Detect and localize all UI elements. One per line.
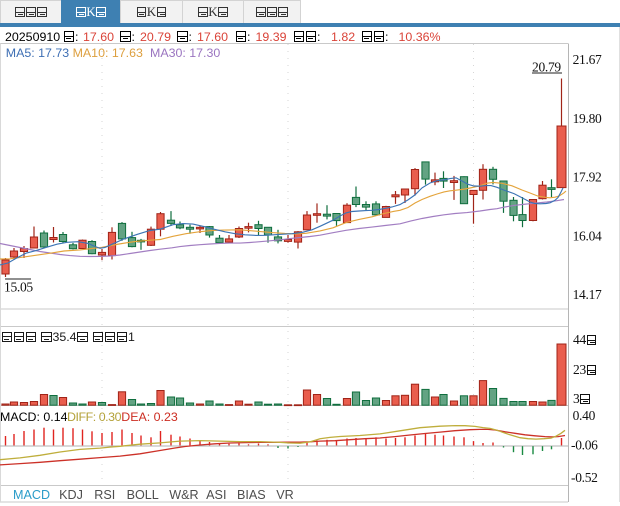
svg-text:21.67: 21.67 <box>573 52 602 67</box>
svg-text:17.92: 17.92 <box>573 170 602 185</box>
svg-text:15.05: 15.05 <box>4 280 33 295</box>
svg-text:-0.52: -0.52 <box>571 470 598 485</box>
svg-text:20.79: 20.79 <box>532 60 561 75</box>
svg-text:16.04: 16.04 <box>573 228 602 243</box>
svg-text:19.80: 19.80 <box>573 111 602 126</box>
svg-text:14.17: 14.17 <box>573 287 602 302</box>
svg-text:0.40: 0.40 <box>573 408 596 423</box>
svg-text:-0.06: -0.06 <box>571 438 598 453</box>
